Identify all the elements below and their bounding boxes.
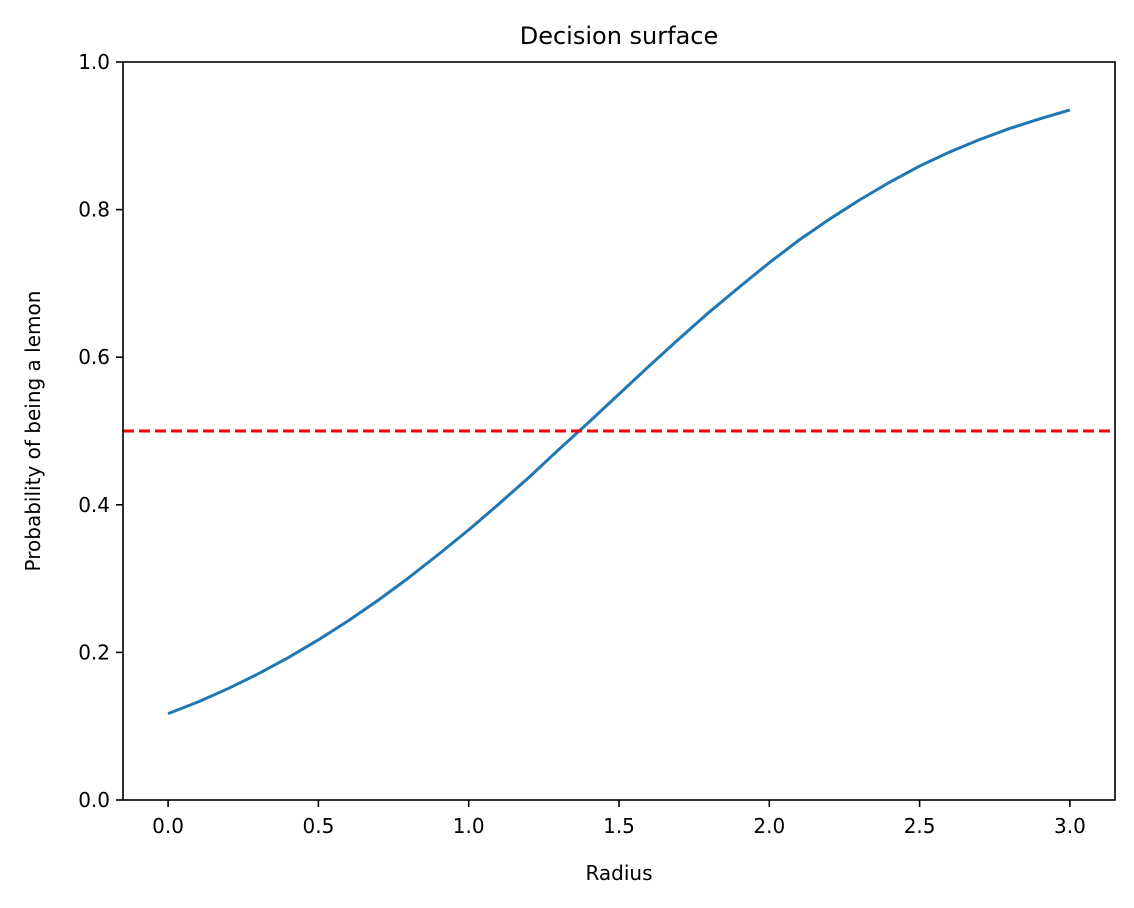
y-axis-label: Probability of being a lemon [21, 291, 45, 572]
y-tick-label: 0.2 [78, 640, 110, 664]
chart-title: Decision surface [520, 22, 719, 50]
y-tick-label: 0.6 [78, 345, 110, 369]
x-tick-label: 2.5 [904, 814, 936, 838]
y-tick-label: 0.8 [78, 198, 110, 222]
x-axis-label: Radius [585, 861, 652, 885]
series-layer [123, 108, 1115, 716]
x-tick-label: 1.5 [603, 814, 635, 838]
x-tick-label: 1.0 [453, 814, 485, 838]
probability-curve [167, 108, 1071, 716]
x-tick-label: 2.0 [753, 814, 785, 838]
y-tick-label: 0.0 [78, 788, 110, 812]
y-axis: 0.0 0.2 0.4 0.6 0.8 1.0 [78, 50, 123, 812]
x-axis: 0.0 0.5 1.0 1.5 2.0 2.5 3.0 [152, 800, 1086, 838]
x-tick-label: 0.0 [152, 814, 184, 838]
y-tick-label: 0.4 [78, 493, 110, 517]
y-tick-label: 1.0 [78, 50, 110, 74]
x-tick-label: 3.0 [1054, 814, 1086, 838]
x-tick-label: 0.5 [302, 814, 334, 838]
